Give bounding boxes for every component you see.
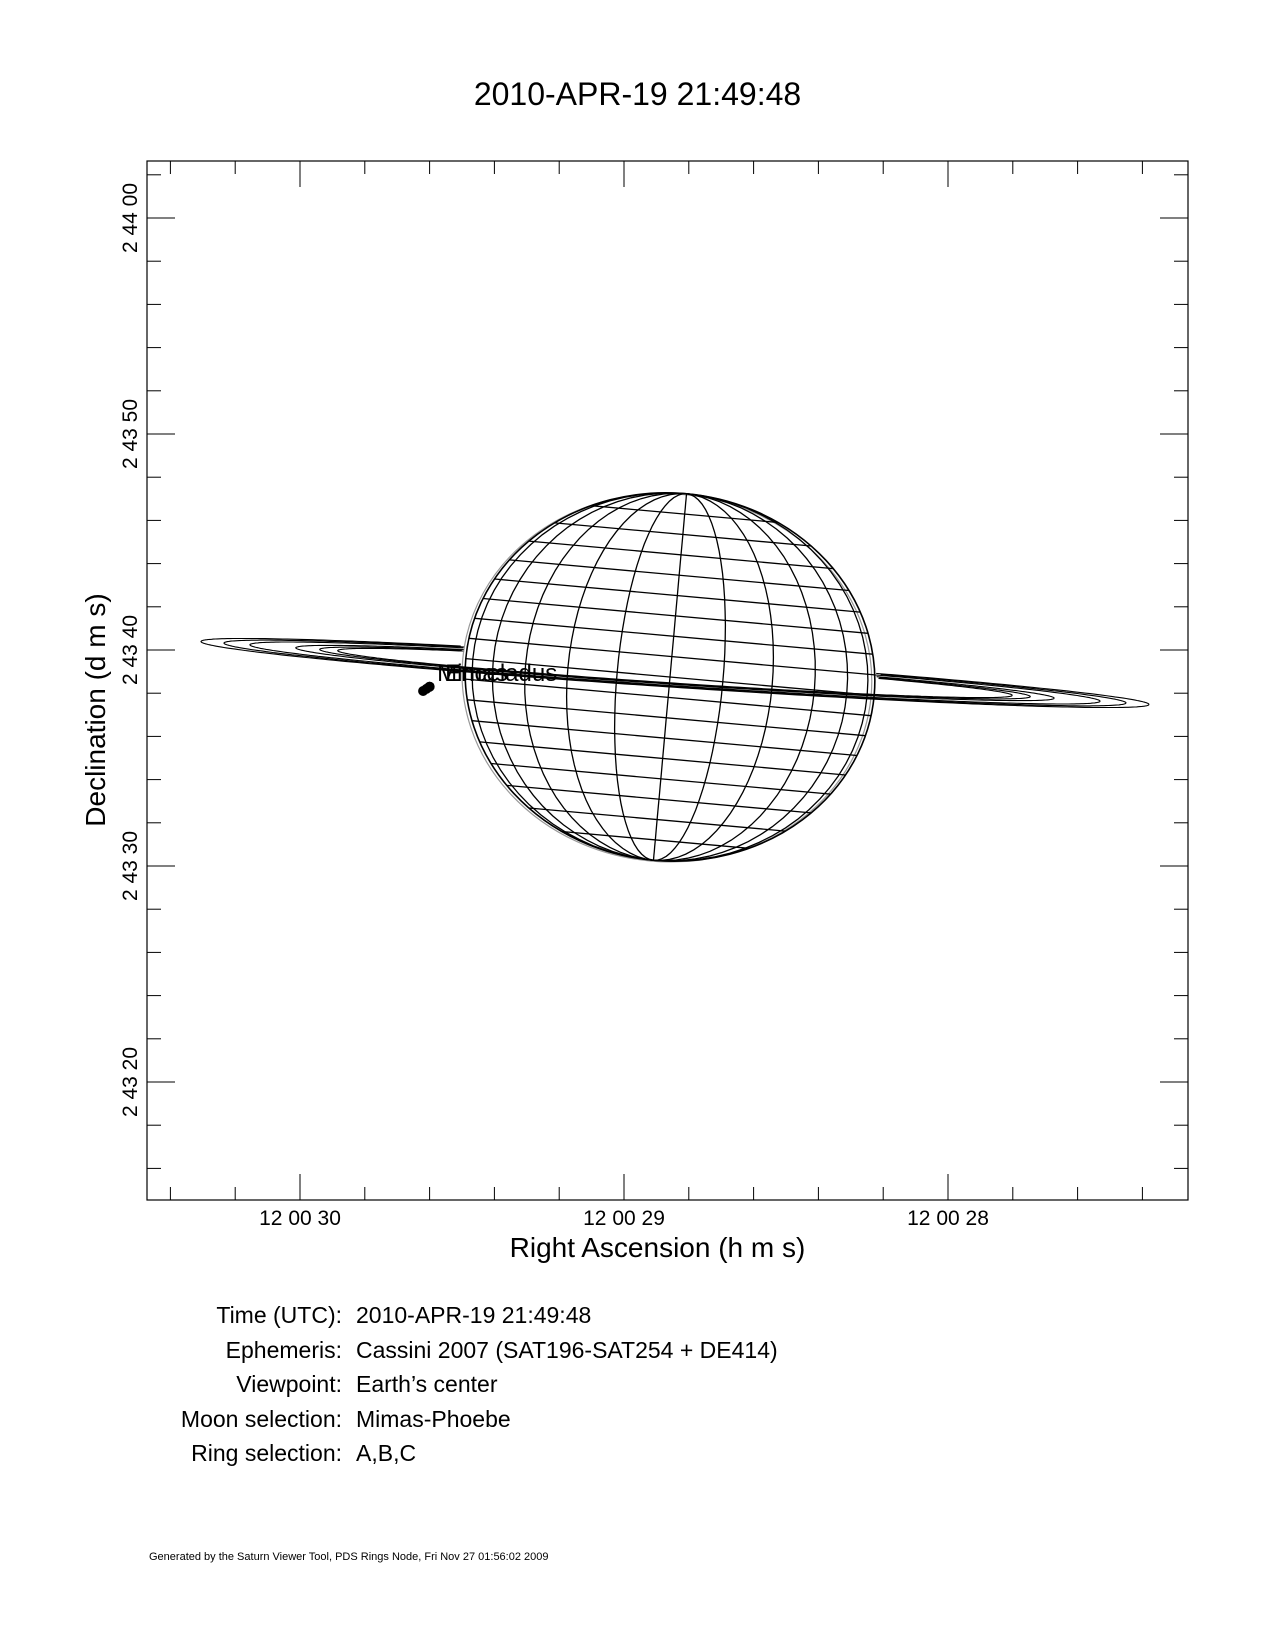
- x-tick-label: 12 00 29: [583, 1207, 665, 1230]
- info-label: Ring selection:: [191, 1440, 342, 1466]
- x-tick-label: 12 00 30: [259, 1207, 341, 1230]
- meridian-line: [565, 492, 687, 861]
- moon-label-mimas: Mimas: [437, 660, 508, 688]
- ring-ellipse: [200, 637, 1150, 709]
- saturn-rings: [200, 637, 1150, 709]
- info-value: A,B,C: [356, 1440, 417, 1466]
- ring-ellipse: [223, 639, 1127, 707]
- moon-markers: [418, 681, 435, 696]
- meridian-line: [653, 493, 816, 862]
- meridian-line: [613, 493, 687, 861]
- info-row-moons: Moon selection: Mimas-Phoebe: [0, 1402, 778, 1437]
- info-label: Moon selection:: [180, 1405, 342, 1432]
- x-axis-label: Right Ascension (h m s): [509, 1232, 806, 1263]
- meridian-line: [653, 493, 869, 862]
- footer-credit: Generated by the Saturn Viewer Tool, PDS…: [149, 1551, 549, 1563]
- info-value: 2010-APR-19 21:49:48: [356, 1302, 592, 1328]
- info-value: Mimas-Phoebe: [356, 1405, 511, 1432]
- info-row-ephemeris: Ephemeris: Cassini 2007 (SAT196-SAT254 + …: [0, 1333, 778, 1368]
- ring-ellipse: [249, 641, 1101, 705]
- meridian-line: [524, 492, 687, 861]
- meridian-line: [653, 493, 775, 862]
- info-row-rings: Ring selection: A,B,C: [0, 1436, 778, 1471]
- y-tick-label: 2 43 50: [119, 398, 142, 470]
- y-tick-label: 2 43 30: [119, 830, 142, 902]
- ring-ellipse: [337, 647, 1013, 699]
- y-tick-label: 2 43 40: [119, 614, 142, 686]
- info-block: Time (UTC): 2010-APR-19 21:49:48 Ephemeri…: [0, 1298, 778, 1471]
- y-axis-label: Declination (d m s): [80, 593, 111, 827]
- info-value: Earth’s center: [356, 1371, 498, 1397]
- moon-label-enceladus: Enceladus: [445, 660, 558, 688]
- plot-frame: [146, 160, 1189, 1201]
- plot-border: [146, 160, 1189, 1201]
- meridian-line: [491, 492, 687, 861]
- info-label: Ephemeris:: [225, 1336, 342, 1363]
- info-row-viewpoint: Viewpoint: Earth’s center: [0, 1367, 778, 1402]
- ring-ellipse: [319, 646, 1031, 700]
- meridian-line: [652, 493, 688, 861]
- x-tick-label: 12 00 28: [907, 1207, 989, 1230]
- moon-dione: [424, 681, 435, 692]
- y-tick-label: 2 44 00: [119, 182, 142, 254]
- info-label: Viewpoint:: [236, 1371, 342, 1397]
- meridian-line: [653, 493, 727, 861]
- info-row-time: Time (UTC): 2010-APR-19 21:49:48: [0, 1298, 778, 1333]
- y-tick-label: 2 43 20: [119, 1046, 142, 1118]
- info-label: Time (UTC):: [216, 1302, 342, 1328]
- ring-ellipse: [295, 644, 1055, 702]
- info-value: Cassini 2007 (SAT196-SAT254 + DE414): [356, 1336, 778, 1363]
- plot-title: 2010-APR-19 21:49:48: [473, 76, 802, 112]
- meridian-line: [471, 492, 687, 861]
